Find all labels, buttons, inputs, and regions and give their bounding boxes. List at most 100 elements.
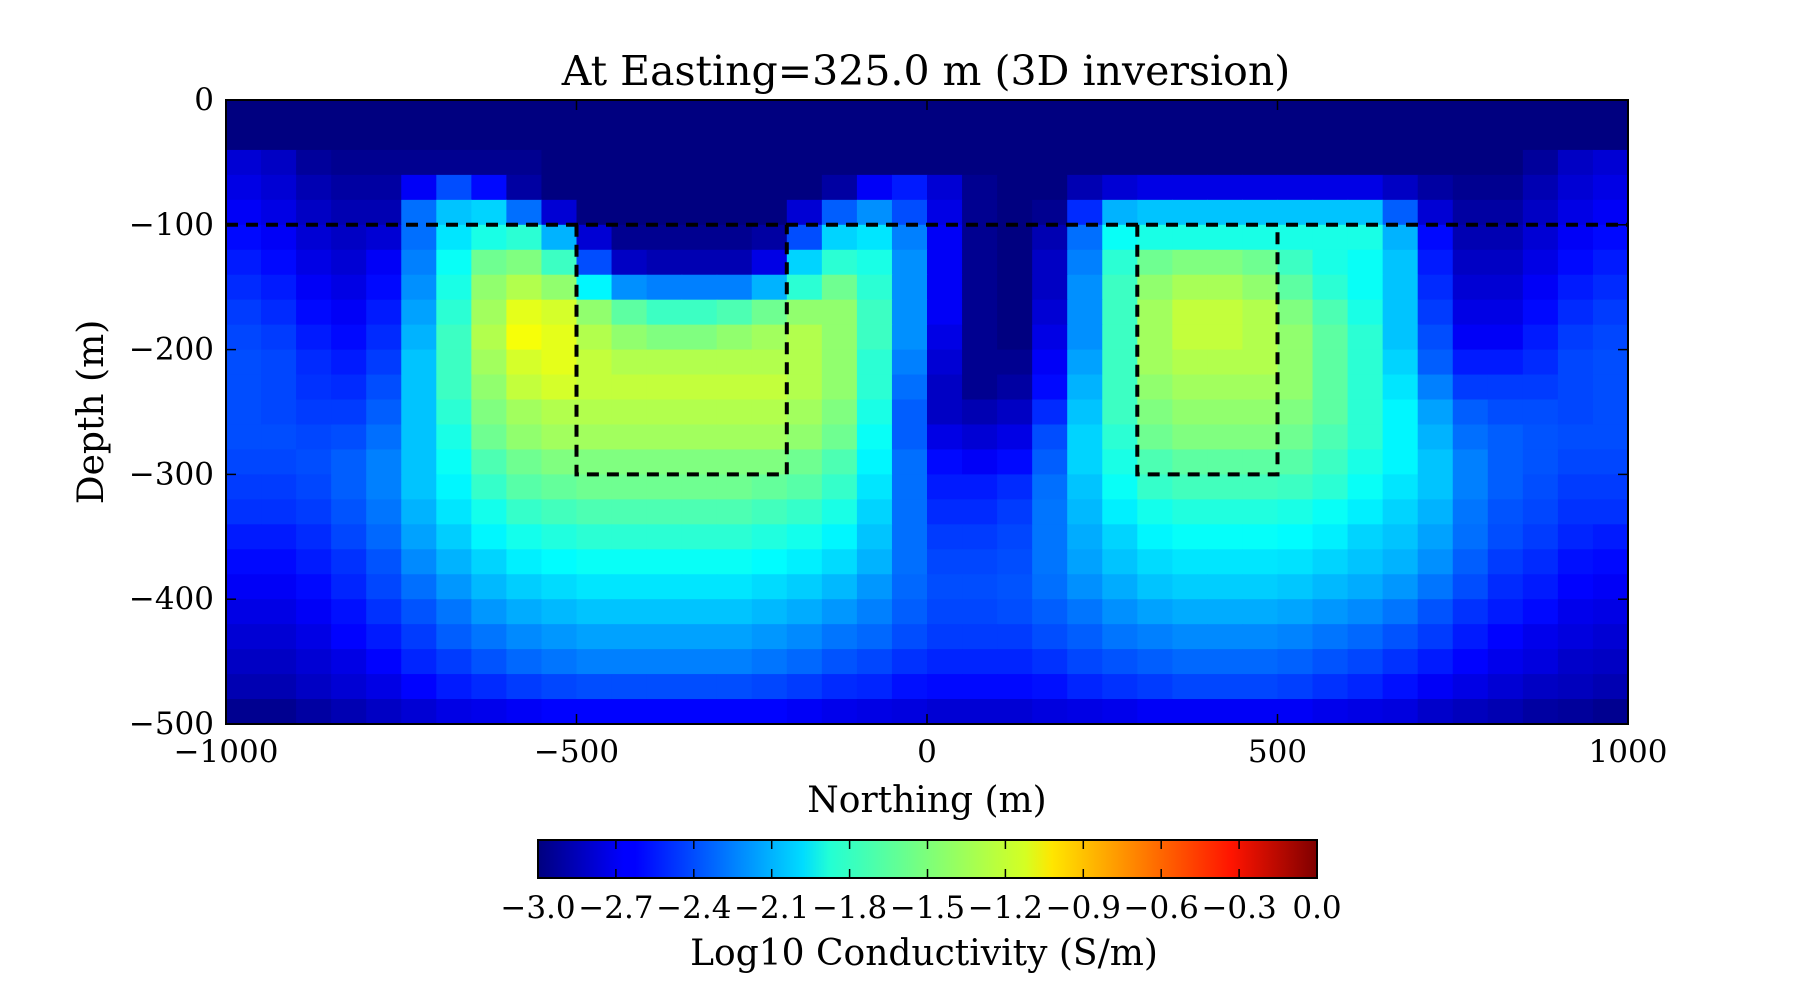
- heatmap-cell: [856, 349, 893, 376]
- heatmap-cell: [1102, 549, 1138, 575]
- heatmap-cell: [1172, 399, 1208, 426]
- heatmap-cell: [541, 174, 578, 201]
- heatmap-cell: [261, 499, 297, 525]
- heatmap-cell: [576, 699, 613, 725]
- heatmap-cell: [366, 699, 402, 725]
- heatmap-cell: [541, 349, 578, 376]
- heatmap-cell: [261, 274, 297, 301]
- heatmap-cell: [1032, 274, 1068, 301]
- heatmap-cell: [997, 349, 1033, 376]
- heatmap-cell: [1032, 349, 1068, 376]
- heatmap-cell: [962, 149, 998, 176]
- heatmap-cell: [506, 199, 543, 226]
- heatmap-cell: [331, 399, 367, 426]
- heatmap-cell: [716, 574, 753, 600]
- heatmap-cell: [1347, 699, 1384, 725]
- heatmap-cell: [1032, 374, 1068, 401]
- heatmap-cell: [1207, 674, 1244, 700]
- heatmap-cell: [1347, 499, 1384, 525]
- heatmap-cell: [786, 249, 823, 276]
- heatmap-cell: [1032, 574, 1068, 600]
- heatmap-cell: [331, 699, 367, 725]
- heatmap-cell: [1557, 149, 1594, 176]
- heatmap-cell: [1312, 599, 1349, 625]
- heatmap-cell: [1312, 624, 1349, 650]
- heatmap-cell: [1102, 599, 1138, 625]
- heatmap-cell: [1137, 574, 1173, 600]
- heatmap-cell: [821, 699, 858, 725]
- heatmap-cell: [1522, 299, 1559, 326]
- heatmap-cell: [1417, 274, 1454, 301]
- heatmap-cell: [1207, 574, 1244, 600]
- heatmap-cell: [891, 399, 928, 426]
- heatmap-cell: [366, 299, 402, 326]
- heatmap-cell: [1032, 474, 1068, 500]
- heatmap-cell: [927, 249, 963, 276]
- heatmap-cell: [716, 174, 753, 201]
- heatmap-cell: [1557, 324, 1594, 351]
- heatmap-cell: [856, 324, 893, 351]
- heatmap-cell: [1242, 100, 1279, 151]
- heatmap-cell: [1102, 349, 1138, 376]
- heatmap-cell: [1207, 549, 1244, 575]
- heatmap-cell: [366, 474, 402, 500]
- heatmap-cell: [1347, 599, 1384, 625]
- heatmap-cell: [891, 499, 928, 525]
- heatmap-cell: [716, 274, 753, 301]
- heatmap-cell: [1137, 599, 1173, 625]
- heatmap-cell: [716, 449, 753, 475]
- heatmap-cell: [751, 199, 788, 226]
- heatmap-cell: [891, 299, 928, 326]
- heatmap-cells: [226, 100, 1629, 725]
- heatmap-cell: [962, 474, 998, 500]
- heatmap-cell: [891, 224, 928, 251]
- heatmap-cell: [927, 674, 963, 700]
- heatmap-cell: [821, 274, 858, 301]
- heatmap-cell: [331, 324, 367, 351]
- colorbar-tick-label: 0.0: [1292, 890, 1341, 926]
- heatmap-cell: [927, 274, 963, 301]
- heatmap-cell: [506, 624, 543, 650]
- x-axis-label: Northing (m): [807, 780, 1046, 821]
- heatmap-cell: [1452, 249, 1489, 276]
- heatmap-cell: [331, 199, 367, 226]
- heatmap-cell: [401, 249, 437, 276]
- heatmap-cell: [541, 249, 578, 276]
- heatmap-cell: [681, 499, 718, 525]
- heatmap-cell: [821, 574, 858, 600]
- heatmap-cell: [1172, 524, 1208, 550]
- heatmap-cell: [821, 424, 858, 451]
- heatmap-cell: [1032, 499, 1068, 525]
- heatmap-cell: [927, 399, 963, 426]
- heatmap-cell: [366, 524, 402, 550]
- heatmap-cell: [1592, 574, 1629, 600]
- heatmap-cell: [331, 599, 367, 625]
- anomaly-outlines: [226, 222, 1628, 477]
- heatmap-cell: [506, 549, 543, 575]
- heatmap-cell: [506, 374, 543, 401]
- heatmap-cell: [1207, 100, 1244, 151]
- heatmap-cell: [1522, 574, 1559, 600]
- heatmap-cell: [1277, 324, 1314, 351]
- heatmap-cell: [1452, 699, 1489, 725]
- heatmap-cell: [1242, 424, 1279, 451]
- heatmap-cell: [1312, 524, 1349, 550]
- heatmap-cell: [786, 174, 823, 201]
- heatmap-cell: [1172, 224, 1208, 251]
- heatmap-cell: [962, 549, 998, 575]
- heatmap-cell: [1137, 274, 1173, 301]
- heatmap-cell: [541, 274, 578, 301]
- heatmap-cell: [1347, 224, 1384, 251]
- heatmap-cell: [1452, 424, 1489, 451]
- heatmap-cell: [1347, 649, 1384, 675]
- heatmap-cell: [1242, 699, 1279, 725]
- heatmap-cell: [856, 674, 893, 700]
- heatmap-cell: [1592, 649, 1629, 675]
- heatmap-cell: [1137, 624, 1173, 650]
- heatmap-cell: [1277, 674, 1314, 700]
- heatmap-cell: [261, 449, 297, 475]
- heatmap-cell: [366, 274, 402, 301]
- heatmap-cell: [401, 224, 437, 251]
- heatmap-cell: [681, 174, 718, 201]
- heatmap-cell: [681, 100, 718, 151]
